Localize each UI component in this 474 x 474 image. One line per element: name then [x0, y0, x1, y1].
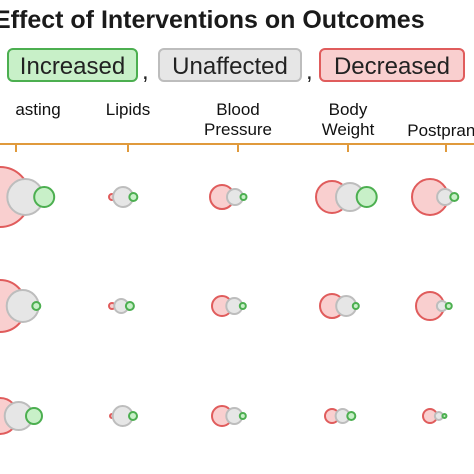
legend-comma: ,: [142, 58, 149, 85]
increased-bubble: [31, 301, 42, 311]
increased-bubble: [238, 412, 247, 420]
increased-bubble: [238, 302, 247, 310]
increased-bubble: [128, 411, 138, 421]
increased-bubble: [441, 413, 448, 419]
increased-bubble: [355, 186, 378, 208]
increased-bubble: [25, 407, 43, 425]
legend-unaffected: Unaffected: [158, 48, 302, 82]
legend-decreased: Decreased: [319, 48, 465, 82]
legend: Increased , Unaffected , Decreased: [0, 48, 474, 86]
legend-comma: ,: [306, 58, 313, 85]
column-label-line: Weight: [321, 120, 375, 139]
column-label: Lipids: [68, 100, 188, 120]
increased-bubble: [449, 192, 460, 202]
column-label: Body Weight: [288, 100, 408, 140]
column-label: Blood Pressure: [178, 100, 298, 140]
increased-bubble: [124, 301, 135, 311]
legend-increased: Increased: [7, 48, 138, 82]
column-label-line: Blood: [216, 100, 260, 119]
column-label-line: Pressure: [203, 120, 273, 139]
column-label: Postprand: [386, 121, 474, 141]
column-label-line: Body: [328, 100, 368, 119]
increased-bubble: [444, 302, 453, 310]
increased-bubble: [239, 193, 248, 201]
increased-bubble: [346, 411, 357, 421]
column-label: asting: [0, 100, 98, 120]
column-label-line: Lipids: [105, 100, 151, 119]
chart-title-text: Effect of Interventions on Outcomes: [0, 6, 425, 34]
column-label-line: Postprand: [407, 121, 474, 140]
increased-bubble: [351, 302, 360, 310]
column-label-line: asting: [15, 100, 61, 119]
increased-bubble: [33, 186, 56, 208]
increased-bubble: [128, 192, 139, 202]
